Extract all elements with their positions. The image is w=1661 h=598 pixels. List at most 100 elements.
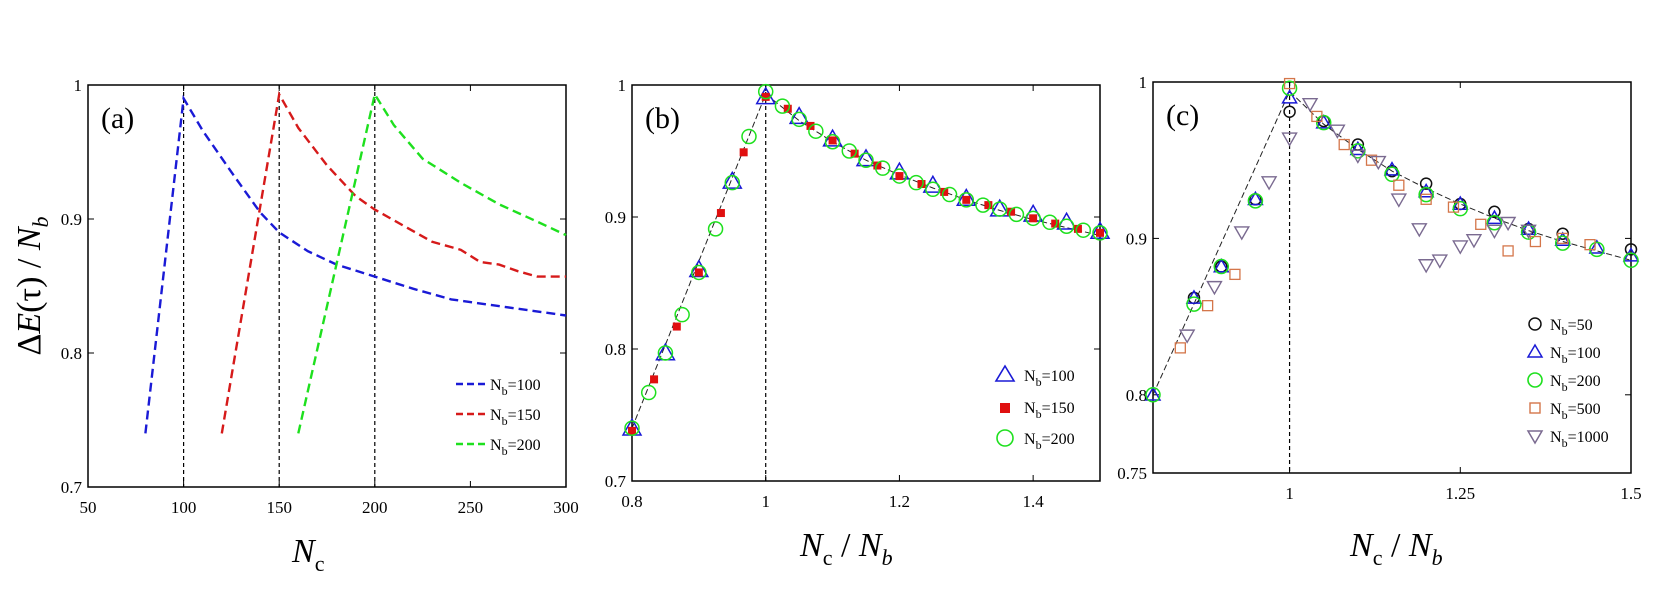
- panel-a-frame: [87, 84, 567, 488]
- x-tick-label: 1: [761, 492, 770, 511]
- data-point: [1058, 218, 1075, 234]
- data-point: [691, 264, 707, 281]
- data-point: [1465, 234, 1483, 249]
- data-point: [1144, 386, 1162, 401]
- data-point: [891, 168, 908, 184]
- x-tick-label: 200: [362, 498, 388, 517]
- data-point: [1283, 105, 1296, 118]
- data-point: [716, 209, 725, 218]
- data-point: [1178, 329, 1196, 344]
- panel-a-xlabel: Nc: [291, 533, 325, 576]
- data-point: [1486, 224, 1503, 239]
- data-point: [1281, 132, 1298, 147]
- panel-c-frame: [1152, 81, 1632, 474]
- data-point: [1554, 231, 1572, 246]
- data-point: [1529, 235, 1542, 248]
- data-point: [674, 306, 690, 323]
- panel-b-legend: Nb=100 Nb=150 Nb=200: [994, 364, 1075, 452]
- y-tick-label: 0.9: [61, 210, 82, 229]
- data-point: [774, 98, 791, 114]
- data-point: [1520, 224, 1537, 239]
- data-point: [624, 420, 640, 436]
- data-point: [895, 172, 904, 181]
- panel-c-series: [1144, 77, 1640, 403]
- legend-a-label-150: Nb=150: [490, 407, 541, 428]
- data-point: [1411, 223, 1428, 238]
- panel-a: 50 100 150 200 250 300 0.7 0.8 0.9 1 (a) Nb=100 N…: [11, 76, 579, 576]
- data-point: [1584, 239, 1596, 251]
- data-point: [1185, 289, 1203, 304]
- data-point: [1475, 218, 1487, 230]
- data-point: [1051, 219, 1060, 228]
- data-point: [925, 181, 941, 198]
- data-point: [1588, 239, 1606, 254]
- data-point: [1174, 342, 1186, 354]
- data-point: [874, 160, 891, 176]
- panel-a-vlines: [183, 85, 376, 487]
- y-tick-label: 0.7: [61, 478, 83, 497]
- data-point: [1384, 166, 1400, 183]
- data-point: [1623, 252, 1639, 269]
- legend-c-label-100: Nb=100: [1550, 345, 1601, 366]
- data-point: [1089, 221, 1111, 240]
- y-tick-label: 0.8: [61, 344, 82, 363]
- series-line: [144, 94, 567, 434]
- x-tick-label: 0.8: [621, 492, 642, 511]
- legend-b-label-150: Nb=150: [1024, 400, 1075, 421]
- y-tick-label: 1: [74, 76, 83, 95]
- legend-a-label-200: Nb=200: [490, 437, 541, 458]
- data-point: [962, 195, 971, 204]
- legend-c-marker-1000: [1526, 430, 1544, 445]
- data-point: [1283, 77, 1296, 90]
- data-point: [1311, 110, 1323, 123]
- data-point: [1096, 228, 1104, 237]
- data-point: [1452, 240, 1469, 255]
- data-point: [1502, 245, 1514, 257]
- data-point: [1025, 210, 1041, 227]
- data-point: [1554, 235, 1571, 251]
- data-point: [1029, 214, 1038, 223]
- data-point: [858, 152, 874, 168]
- data-point: [707, 221, 724, 237]
- x-tick-label: 50: [80, 498, 97, 517]
- x-tick-label: 1.25: [1445, 484, 1475, 503]
- legend-b-marker-150: [1000, 403, 1010, 413]
- data-point: [908, 174, 924, 191]
- data-point: [841, 143, 858, 159]
- legend-c-marker-50: [1528, 317, 1542, 331]
- data-point: [1212, 258, 1230, 273]
- data-point: [761, 92, 770, 101]
- data-point: [824, 134, 841, 150]
- data-point: [721, 170, 743, 189]
- data-point: [1338, 138, 1350, 151]
- data-point: [757, 83, 774, 100]
- data-point: [1281, 80, 1298, 97]
- x-tick-label: 150: [266, 498, 292, 517]
- y-tick-label: 0.9: [605, 208, 626, 227]
- data-point: [1073, 224, 1082, 233]
- data-point: [1624, 243, 1638, 256]
- data-point: [1370, 155, 1387, 171]
- data-point: [1315, 114, 1332, 131]
- data-point: [788, 106, 810, 125]
- data-point: [1145, 387, 1161, 403]
- legend-b-label-200: Nb=200: [1024, 431, 1075, 452]
- x-tick-label: 1.5: [1620, 484, 1641, 503]
- data-point: [1420, 193, 1432, 205]
- legend-c-label-1000: Nb=1000: [1550, 429, 1609, 450]
- data-point: [724, 174, 741, 191]
- data-point: [1201, 300, 1214, 312]
- data-point: [1233, 226, 1250, 241]
- data-point: [1247, 193, 1264, 209]
- legend-c-marker-100: [1526, 343, 1544, 358]
- y-tick-label: 1: [618, 76, 627, 95]
- data-point: [1486, 215, 1503, 231]
- panel-a-legend: Nb=100 Nb=150 Nb=200: [456, 377, 541, 458]
- data-point: [1418, 186, 1434, 203]
- series-line: [297, 91, 567, 434]
- data-point: [850, 149, 859, 158]
- panel-c-xlabel: Nc / Nb: [1349, 527, 1443, 570]
- data-point: [855, 148, 877, 167]
- data-point: [791, 111, 807, 128]
